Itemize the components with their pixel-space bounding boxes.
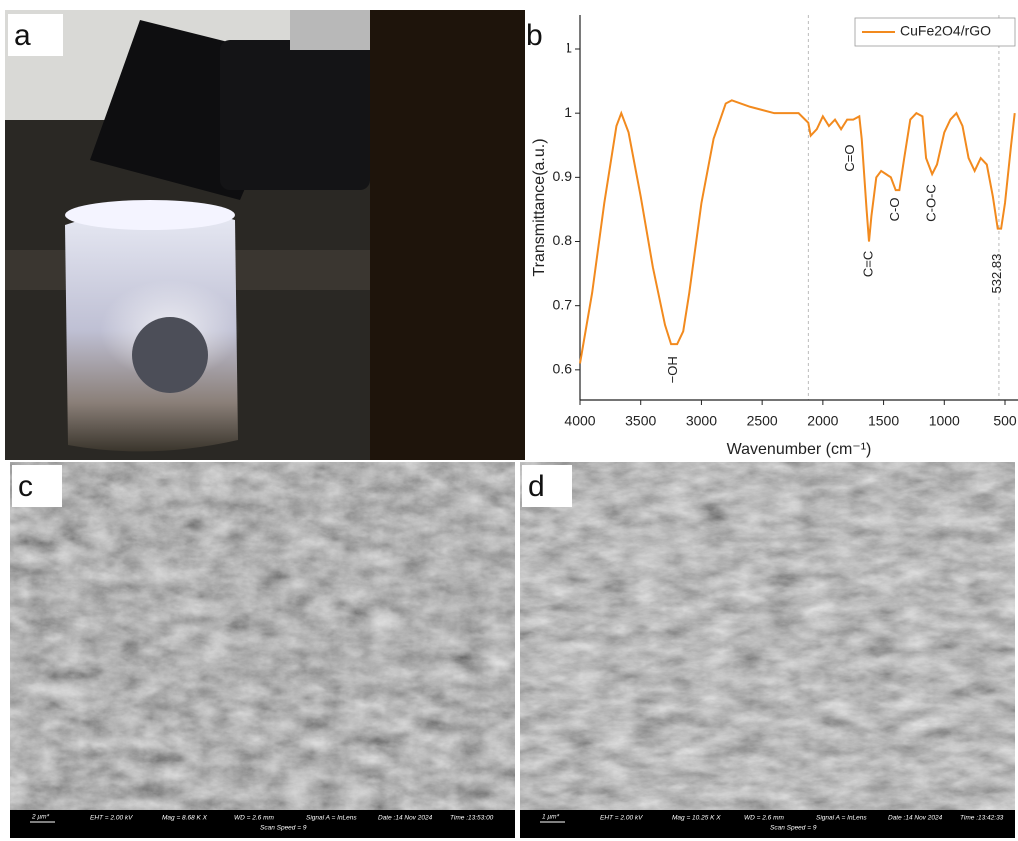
panel-label: c (18, 470, 33, 503)
annotation: 532.83 (989, 254, 1004, 294)
sem-param: Signal A = InLens (306, 815, 357, 822)
legend-label: CuFe2O4/rGO (900, 23, 991, 39)
sem-param: Signal A = InLens (816, 815, 867, 822)
x-tick-label: 3000 (686, 413, 717, 429)
sem-speed: Scan Speed = 9 (260, 825, 307, 832)
sem-param: Date :14 Nov 2024 (378, 815, 433, 822)
sem-param: Date :14 Nov 2024 (888, 815, 943, 822)
x-tick-label: 4000 (564, 413, 595, 429)
y-axis-label: Transmittance(a.u.) (531, 138, 548, 276)
y-tick-label: 1 (564, 104, 572, 120)
sem-param: WD = 2.6 mm (234, 815, 274, 822)
scale-label: 2 µm* (31, 814, 50, 821)
annotation: C=O (842, 145, 857, 172)
sem-param: EHT = 2.00 kV (600, 815, 643, 822)
y-tick-label: 0.8 (553, 232, 573, 248)
panel-label: b (526, 19, 543, 52)
x-tick-label: 2000 (807, 413, 838, 429)
annotation: C=C (860, 251, 875, 277)
x-tick-label: 500 (993, 413, 1017, 429)
photo (5, 10, 525, 460)
sem-image (10, 462, 1015, 838)
annotation: C-O-C (924, 184, 939, 222)
x-axis-label: Wavenumber (cm⁻¹) (727, 441, 872, 458)
x-tick-label: 3500 (625, 413, 656, 429)
sem-param: WD = 2.6 mm (744, 815, 784, 822)
panel-label: d (528, 470, 545, 503)
sem-param: Mag = 10.25 K X (672, 815, 721, 822)
panel-label: a (14, 19, 31, 52)
x-tick-label: 1500 (868, 413, 899, 429)
annotation: −OH (665, 356, 680, 383)
sem-param: Time :13:42:33 (960, 815, 1004, 822)
sem-param: Mag = 8.68 K X (162, 815, 208, 822)
y-tick-label: 0.6 (553, 361, 573, 377)
x-tick-label: 1000 (929, 413, 960, 429)
x-tick-label: 2500 (747, 413, 778, 429)
scale-label: 1 µm* (542, 814, 560, 821)
figure: a 0.60.70.80.911.14000350030002500200015… (0, 0, 1018, 841)
y-tick-label: 0.9 (553, 168, 573, 184)
y-tick-label: 0.7 (553, 296, 573, 312)
sem-param: EHT = 2.00 kV (90, 815, 133, 822)
sem-speed: Scan Speed = 9 (770, 825, 817, 832)
sem-param: Time :13:53:00 (450, 815, 494, 822)
annotation: C-O (887, 198, 902, 222)
